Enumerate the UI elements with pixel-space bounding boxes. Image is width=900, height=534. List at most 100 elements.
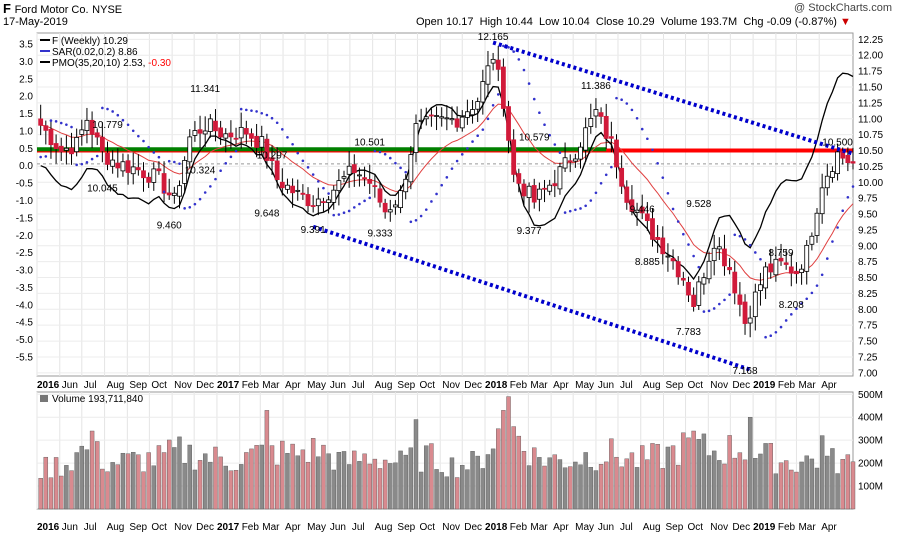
- x-tick-label: Aug: [375, 380, 393, 391]
- volume-bar: [69, 470, 74, 510]
- candle-body: [665, 255, 671, 258]
- sar-dot: [610, 165, 613, 169]
- volume-bar: [480, 468, 486, 510]
- sar-dot: [584, 204, 587, 208]
- close-label: Close: [595, 16, 625, 28]
- x-tick-label: Jun: [330, 380, 346, 391]
- pmo-tick-label: 2.5: [19, 74, 33, 85]
- price-annotation: 7.168: [733, 366, 758, 377]
- candle-body: [778, 257, 784, 262]
- sar-dot: [157, 155, 161, 159]
- sar-dot: [620, 98, 623, 102]
- x-tick-label: Mar: [262, 522, 280, 533]
- candle-body: [115, 162, 121, 169]
- sar-dot: [718, 302, 721, 306]
- price-tick-label: 12.00: [858, 51, 883, 62]
- volume-bar: [264, 410, 270, 510]
- candle-body: [670, 258, 676, 262]
- candle-body: [74, 137, 80, 153]
- candle-body: [89, 119, 95, 135]
- candle-body: [63, 147, 69, 151]
- candle-body: [660, 237, 666, 255]
- sar-dot: [846, 195, 850, 199]
- candle-body: [310, 205, 316, 207]
- pmo-tick-label: -2.5: [16, 248, 34, 259]
- candle-body: [449, 118, 455, 121]
- sar-dot: [106, 107, 109, 111]
- x-tick-label: Apr: [553, 380, 569, 391]
- sar-dot: [70, 125, 73, 129]
- volume-bar: [424, 445, 429, 510]
- x-tick-label: Nov: [174, 380, 192, 391]
- sar-dot: [394, 161, 397, 165]
- candle-body: [459, 116, 465, 129]
- candle-body: [264, 138, 270, 161]
- candle-body: [711, 247, 717, 262]
- candle-body: [593, 109, 599, 117]
- sar-dot: [532, 97, 536, 101]
- volume-bar: [778, 462, 784, 510]
- volume-legend-swatch: [40, 395, 48, 402]
- candle-body: [768, 263, 774, 273]
- x-tick-label: Sep: [666, 522, 684, 533]
- volume-bar: [100, 468, 105, 510]
- candle-body: [578, 146, 583, 160]
- sar-dot: [635, 117, 639, 120]
- sar-dot: [95, 154, 99, 158]
- price-annotation: 9.460: [157, 221, 182, 232]
- x-tick-label: Dec: [732, 522, 750, 533]
- volume-bar: [53, 457, 59, 510]
- price-tick-label: 7.00: [858, 368, 878, 379]
- price-tick-label: 10.75: [858, 130, 883, 141]
- sar-dot: [317, 180, 320, 183]
- price-panel: [36, 32, 854, 377]
- pmo-tick-label: -4.5: [16, 318, 34, 329]
- sar-dot: [281, 128, 284, 131]
- volume-bar: [238, 464, 244, 510]
- sar-dot: [59, 121, 63, 125]
- volume-bar: [377, 468, 383, 510]
- sar-dot: [260, 111, 264, 115]
- x-tick-label: Sep: [397, 380, 415, 391]
- volume-bar: [388, 463, 393, 510]
- sar-dot: [574, 208, 577, 212]
- candle-body: [362, 177, 367, 180]
- sar-dot: [496, 93, 500, 96]
- x-tick-label: Mar: [262, 380, 280, 391]
- volume-bar: [475, 455, 480, 510]
- candle-body: [686, 281, 691, 296]
- sar-dot: [563, 211, 567, 214]
- sar-dot: [229, 155, 233, 159]
- volume-bar: [717, 460, 722, 510]
- x-tick-label: Aug: [643, 522, 661, 533]
- sar-dot: [687, 243, 690, 246]
- volume-bar: [732, 457, 737, 510]
- open-value: 10.17: [445, 16, 474, 28]
- sar-dot: [579, 207, 582, 210]
- sar-dot: [39, 155, 42, 159]
- sar-dot: [90, 157, 94, 161]
- volume-bar: [79, 445, 85, 510]
- volume-bar: [89, 430, 95, 510]
- sar-dot: [630, 108, 634, 112]
- sar-dot: [759, 257, 762, 261]
- volume-bar: [393, 462, 398, 510]
- brand-watermark: @ StockCharts.com: [794, 2, 892, 14]
- sar-dot: [481, 128, 485, 131]
- volume-bar: [506, 396, 511, 510]
- sar-dot: [49, 119, 53, 122]
- volume-bar: [367, 463, 372, 510]
- high-value: 10.44: [505, 16, 533, 28]
- sar-dot: [162, 190, 166, 194]
- sar-dot: [615, 96, 618, 100]
- candle-body: [470, 109, 475, 116]
- candle-body: [722, 248, 727, 267]
- price-annotation: 10.779: [92, 120, 123, 131]
- volume-bar: [722, 463, 727, 510]
- volume-bar: [758, 453, 763, 510]
- volume-bar: [783, 460, 789, 510]
- sar-dot: [183, 207, 186, 210]
- price-annotation: 9.648: [254, 209, 279, 220]
- sar-dot: [296, 151, 300, 155]
- sar-dot: [337, 213, 341, 216]
